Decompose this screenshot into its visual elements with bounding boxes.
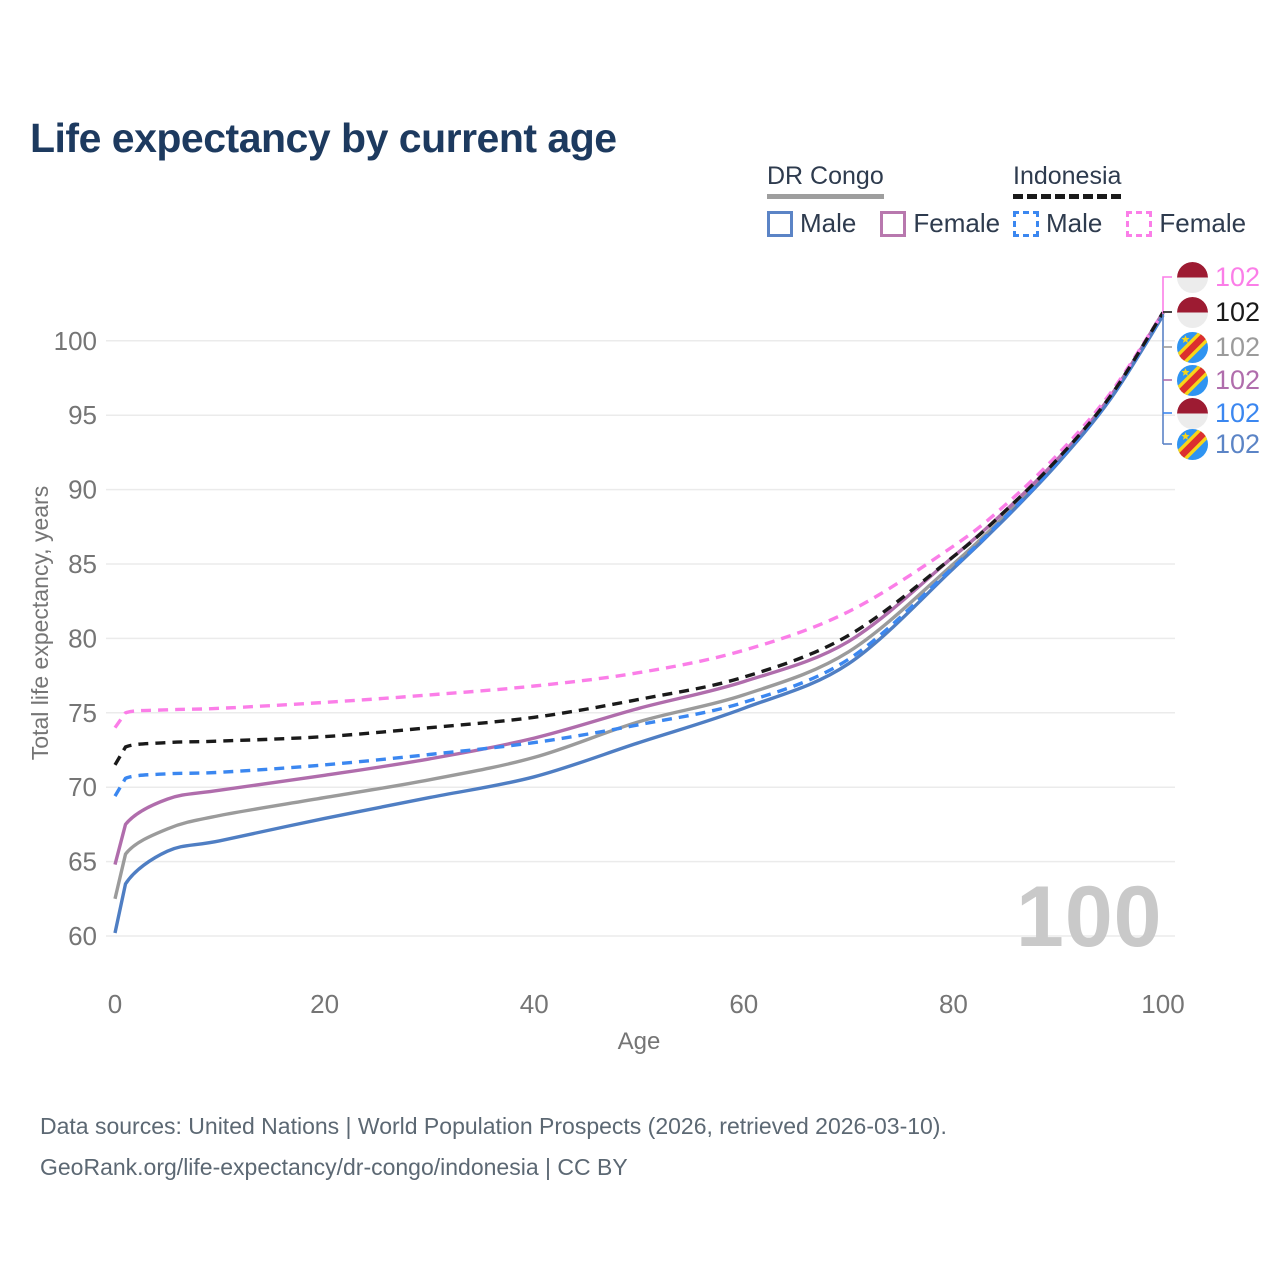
legend-group-title: DR Congo bbox=[767, 162, 884, 199]
y-tick-80: 80 bbox=[68, 623, 97, 653]
end-value: 102 bbox=[1215, 332, 1261, 362]
legend-item-indonesia-male[interactable]: Male bbox=[1013, 208, 1102, 239]
x-tick-60: 60 bbox=[729, 989, 758, 1019]
y-tick-85: 85 bbox=[68, 549, 97, 579]
legend-item-indonesia-female[interactable]: Female bbox=[1126, 208, 1246, 239]
x-tick-80: 80 bbox=[939, 989, 968, 1019]
page-title: Life expectancy by current age bbox=[30, 115, 617, 162]
legend-item-dr-congo-male[interactable]: Male bbox=[767, 208, 856, 239]
end-value: 102 bbox=[1215, 297, 1261, 327]
legend-group-indonesia: Indonesia Male Female bbox=[1013, 162, 1246, 239]
x-tick-0: 0 bbox=[108, 989, 122, 1019]
leader-line-indonesia-female bbox=[1162, 276, 1172, 314]
indonesia-flag-icon bbox=[1177, 296, 1208, 328]
attribution-text: GeoRank.org/life-expectancy/dr-congo/ind… bbox=[40, 1154, 628, 1180]
dr-congo-flag-icon bbox=[1177, 428, 1208, 460]
end-label-dr-congo-male: 102 bbox=[1177, 428, 1260, 460]
series-line-indonesia-female bbox=[113, 311, 1165, 729]
end-value: 102 bbox=[1215, 262, 1261, 292]
y-tick-95: 95 bbox=[68, 400, 97, 430]
end-value: 102 bbox=[1215, 429, 1261, 459]
end-label-dr-congo-female: 102 bbox=[1177, 364, 1260, 396]
legend-checkbox[interactable] bbox=[1126, 210, 1153, 237]
series-line-dr-congo-both-sexes bbox=[113, 313, 1165, 900]
y-axis-title: Total life expectancy, years bbox=[27, 486, 53, 760]
legend-group-dr-congo: DR Congo Male Female bbox=[767, 162, 1000, 239]
legend-item-label: Male bbox=[1046, 208, 1103, 238]
legend-item-dr-congo-female[interactable]: Female bbox=[880, 208, 1000, 239]
legend-item-label: Male bbox=[800, 208, 857, 238]
legend-item-label: Female bbox=[1159, 208, 1247, 238]
y-tick-70: 70 bbox=[68, 772, 97, 802]
end-label-indonesia-male: 102 bbox=[1177, 397, 1260, 429]
x-tick-100: 100 bbox=[1141, 989, 1184, 1019]
chart-footer: Data sources: United Nations | World Pop… bbox=[40, 1106, 947, 1188]
data-sources-text: Data sources: United Nations | World Pop… bbox=[40, 1113, 947, 1139]
end-label-indonesia-both-sexes: 102 bbox=[1177, 296, 1260, 328]
y-tick-90: 90 bbox=[68, 475, 97, 505]
legend-checkbox[interactable] bbox=[880, 210, 907, 237]
x-tick-20: 20 bbox=[310, 989, 339, 1019]
age-counter-watermark: 100 bbox=[1016, 869, 1163, 965]
dr-congo-flag-icon bbox=[1177, 364, 1208, 396]
legend-checkbox[interactable] bbox=[1013, 210, 1039, 237]
end-label-indonesia-female: 102 bbox=[1177, 261, 1260, 293]
y-tick-75: 75 bbox=[68, 698, 97, 728]
series-line-dr-congo-male bbox=[113, 314, 1165, 934]
x-axis-title: Age bbox=[618, 1028, 661, 1055]
x-tick-40: 40 bbox=[520, 989, 549, 1019]
indonesia-flag-icon bbox=[1177, 397, 1208, 429]
series-line-dr-congo-female bbox=[113, 311, 1165, 866]
y-tick-65: 65 bbox=[68, 847, 97, 877]
legend-group-title: Indonesia bbox=[1013, 162, 1122, 199]
legend-item-label: Female bbox=[913, 208, 1001, 238]
dr-congo-flag-icon bbox=[1177, 331, 1208, 363]
end-value: 102 bbox=[1215, 365, 1261, 395]
end-value: 102 bbox=[1215, 398, 1261, 428]
series-line-indonesia-both-sexes bbox=[113, 311, 1165, 766]
series-line-indonesia-male bbox=[113, 313, 1165, 797]
y-tick-60: 60 bbox=[68, 921, 97, 951]
y-tick-100: 100 bbox=[54, 326, 97, 356]
legend-checkbox[interactable] bbox=[767, 210, 793, 237]
indonesia-flag-icon bbox=[1177, 261, 1208, 293]
end-label-dr-congo-both-sexes: 102 bbox=[1177, 331, 1260, 363]
